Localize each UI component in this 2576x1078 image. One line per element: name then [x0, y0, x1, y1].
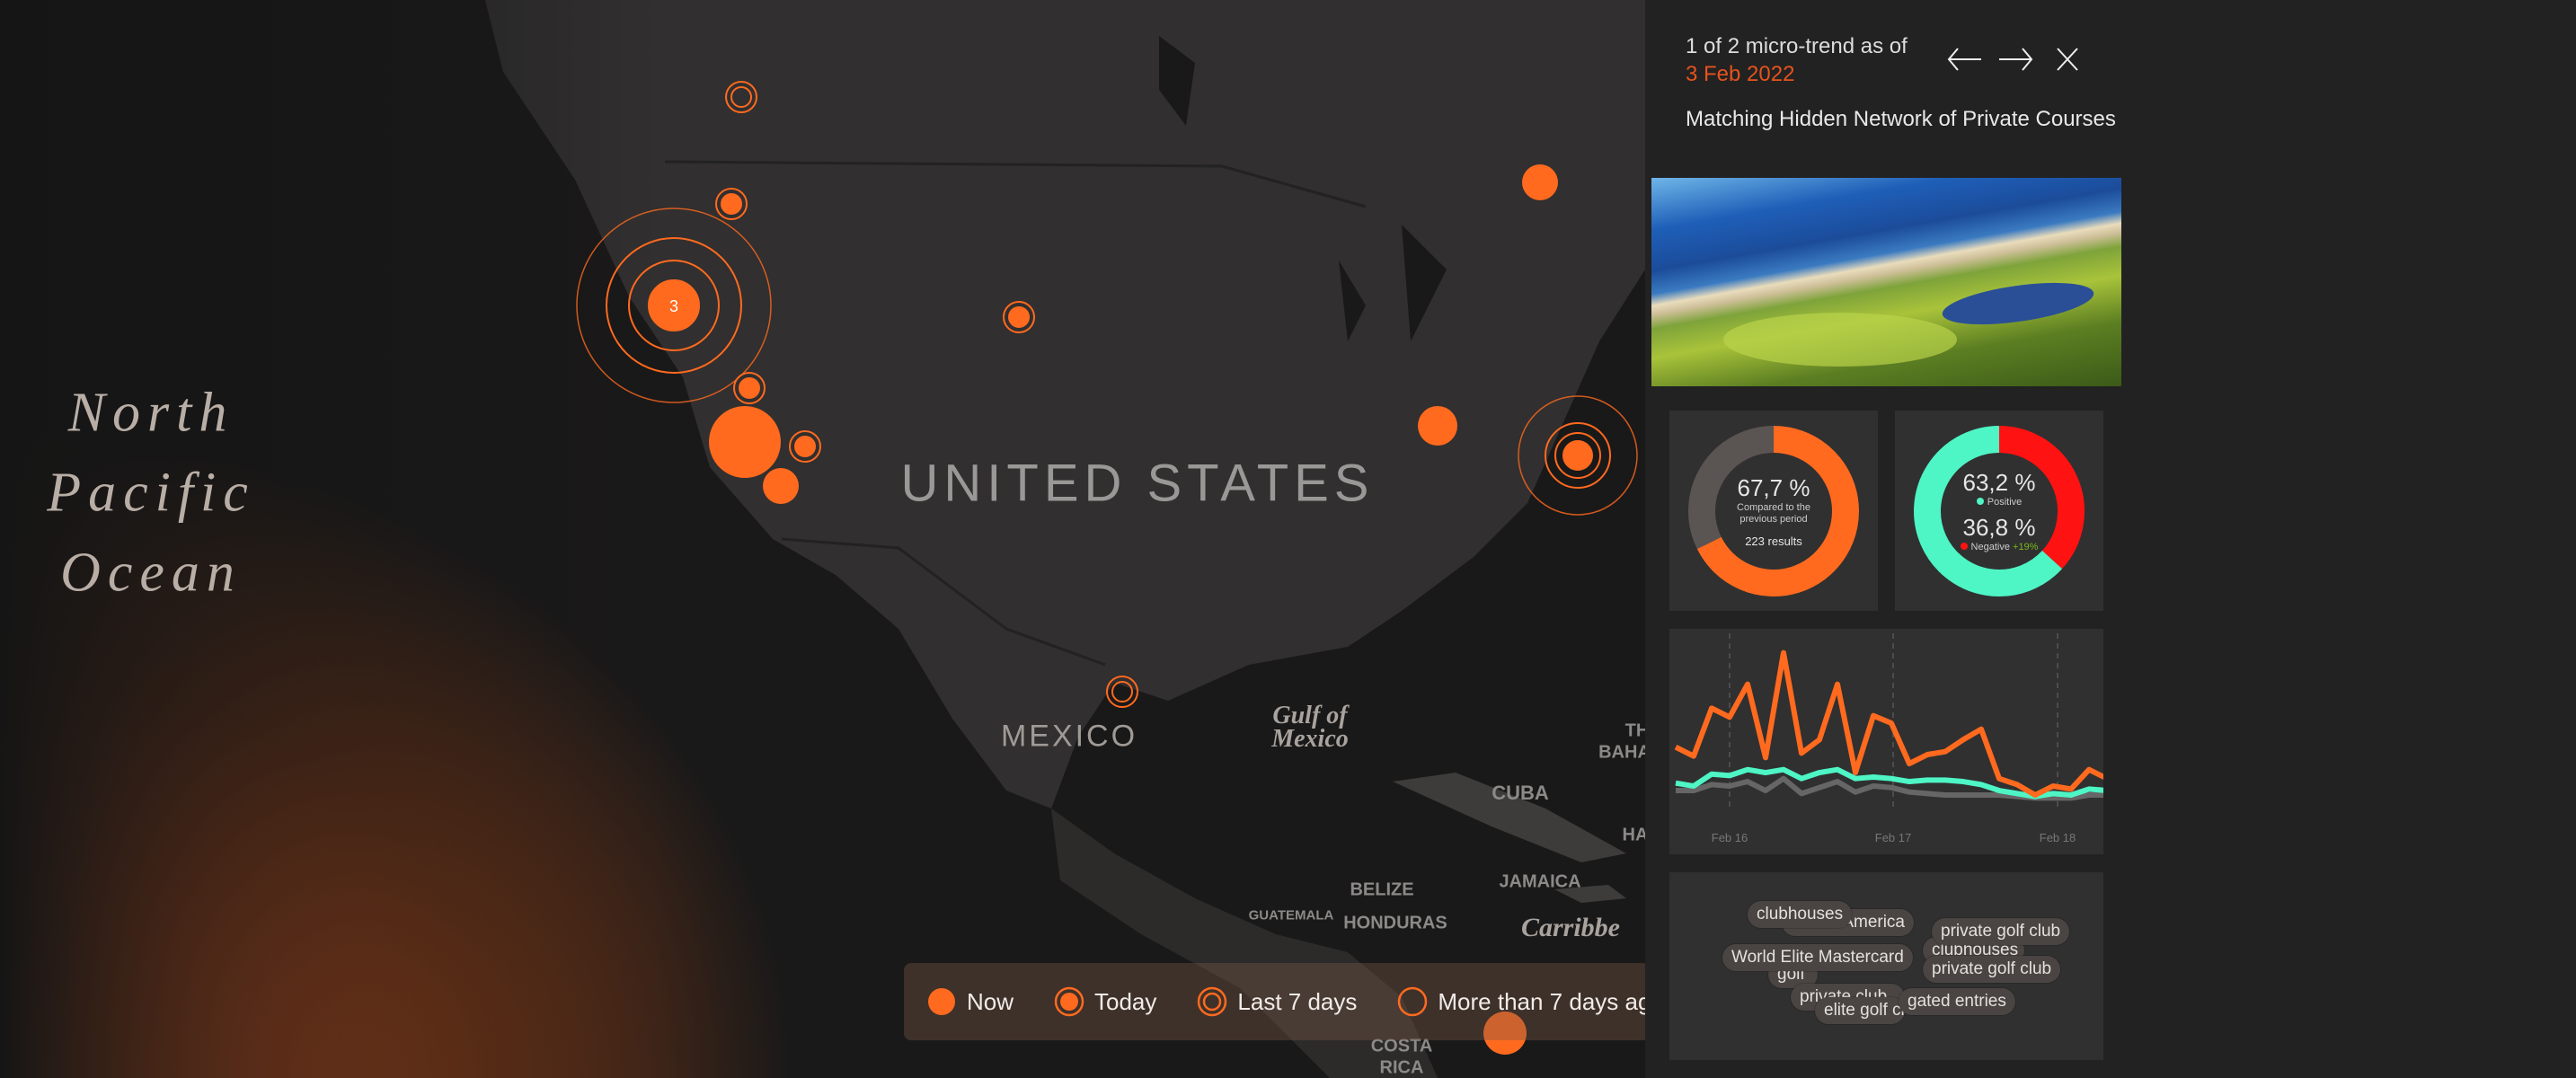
tag-cloud: America clubhouses clubhouses private go… [1669, 872, 2103, 1060]
country-label-rica: RICA [1379, 1057, 1424, 1078]
trend-line-chart: Feb 16 Feb 17 Feb 18 [1674, 633, 2109, 844]
map-legend: Now Today Last 7 days More than 7 days a… [904, 963, 1645, 1040]
volume-slice [1696, 426, 1859, 596]
legend-item-last-7-days[interactable]: Last 7 days [1196, 985, 1357, 1018]
marker-today[interactable] [733, 372, 766, 404]
country-label-ha: HA [1622, 825, 1645, 845]
map-shade [0, 0, 1645, 1078]
country-label-us: UNITED STATES [900, 454, 1375, 513]
arrow-right-icon[interactable] [1996, 43, 2035, 75]
marker-now[interactable] [1418, 406, 1457, 446]
golf-course-image [1651, 178, 2121, 386]
country-label-guatemala: GUATEMALA [1248, 907, 1334, 923]
tag[interactable]: gated entries [1899, 988, 2015, 1015]
marker-today[interactable] [715, 188, 748, 220]
tag[interactable]: private golf club [1932, 918, 2070, 945]
marker-now[interactable] [709, 406, 781, 478]
legend-item-now[interactable]: Now [925, 985, 1014, 1018]
trend-title: Matching Hidden Network of Private Cours… [1686, 107, 2116, 131]
legend-label: Now [967, 987, 1014, 1015]
negative-slice [1998, 426, 2085, 570]
country-label-jamaica: JAMAICA [1499, 871, 1581, 892]
negative-dot-icon [1960, 542, 1968, 550]
positive-label: Positive [1987, 496, 2023, 508]
close-icon[interactable] [2054, 43, 2081, 75]
x-tick-label: Feb 16 [1712, 831, 1748, 844]
country-label-belize: BELIZE [1350, 879, 1414, 900]
gulf-label-line: Mexico [1271, 725, 1349, 753]
map-markers: 3 [576, 81, 1638, 1055]
country-label-mexico: MEXICO [1000, 719, 1138, 754]
double-ring-icon [1198, 986, 1227, 1017]
country-label-honduras: HONDURAS [1343, 913, 1447, 933]
trend-counter: 1 of 2 micro-trend as of [1686, 34, 1908, 58]
map[interactable]: North Pacific Ocean UNITED STATES MEXICO… [0, 0, 1645, 1078]
negative-percent: 36,8 % [1962, 513, 2036, 541]
volume-caption: Compared to the previous period [1737, 501, 1810, 525]
arrow-left-icon[interactable] [1945, 43, 1985, 75]
tag[interactable]: World Elite Mastercard [1722, 944, 1913, 971]
tag[interactable]: elite golf club [1815, 997, 1905, 1024]
country-label-th: TH [1624, 720, 1645, 741]
legend-item-older[interactable]: More than 7 days ago [1396, 985, 1645, 1018]
trend-chart-card: Feb 16 Feb 17 Feb 18 [1669, 629, 2109, 854]
marker-last-7-days[interactable] [725, 81, 757, 113]
gulf-label: Gulf of Mexico [1271, 702, 1349, 753]
positive-dot-icon [1976, 497, 1984, 505]
country-label-costa: COSTA [1370, 1036, 1433, 1056]
legend-label: Today [1094, 987, 1157, 1015]
marker-last-7-days[interactable] [1106, 676, 1138, 708]
x-tick-label: Feb 18 [2040, 831, 2076, 844]
filled-circle-icon [928, 988, 955, 1015]
positive-slice [1914, 426, 2063, 596]
legend-item-today[interactable]: Today [1053, 985, 1156, 1018]
ring-icon [1398, 986, 1428, 1017]
micro-trend-panel: 1 of 2 micro-trend as of 3 Feb 2022 Matc… [1645, 0, 2576, 1078]
volume-card: 67,7 % Compared to the previous period 2… [1669, 411, 1878, 611]
results-count: 223 results [1745, 534, 1802, 548]
panel-header: 1 of 2 micro-trend as of 3 Feb 2022 [1686, 32, 1908, 88]
marker-now[interactable] [1522, 164, 1558, 200]
x-tick-label: Feb 17 [1875, 831, 1911, 844]
ocean-label-line: Ocean [60, 542, 242, 604]
marker-multi[interactable] [1518, 395, 1638, 516]
negative-change: +19% [2013, 541, 2039, 552]
negative-label: Negative [1970, 541, 2010, 552]
marker-cluster[interactable] [576, 208, 772, 403]
country-label-baha: BAHA [1598, 742, 1645, 763]
cluster-count: 3 [669, 297, 678, 315]
marker-now[interactable] [1483, 1012, 1527, 1055]
volume-percent: 67,7 % [1737, 473, 1810, 501]
marker-today[interactable] [789, 430, 821, 463]
marker-today[interactable] [1003, 301, 1035, 333]
gulf-label-line: Gulf of [1272, 702, 1348, 729]
trend-date: 3 Feb 2022 [1686, 62, 1795, 86]
marker-now[interactable] [763, 468, 799, 504]
volume-donut [1688, 426, 1859, 596]
sentiment-card: 63,2 % Positive 36,8 % Negative +19% [1895, 411, 2103, 611]
tag[interactable]: private golf club [1923, 956, 2061, 983]
ocean-label-line: North [67, 382, 235, 444]
legend-label: Last 7 days [1237, 987, 1358, 1015]
ring-with-dot-icon [1054, 986, 1084, 1017]
tag[interactable]: clubhouses [1748, 901, 1853, 928]
sentiment-donut [1914, 426, 2085, 596]
ocean-label-line: Pacific [47, 462, 255, 524]
country-label-cuba: CUBA [1492, 782, 1549, 804]
legend-label: More than 7 days ago [1438, 987, 1645, 1015]
series-line [1674, 649, 2109, 799]
positive-percent: 63,2 % [1962, 468, 2036, 496]
remainder-slice [1688, 426, 1775, 550]
sea-label: Carribbe [1520, 913, 1621, 942]
